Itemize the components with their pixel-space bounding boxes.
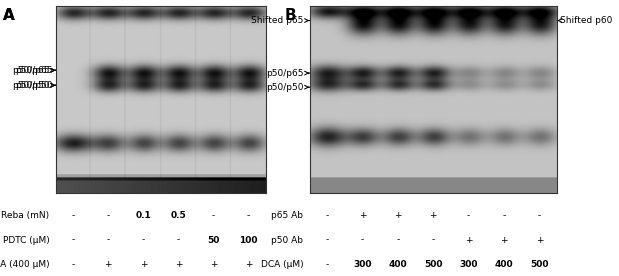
Text: Reba (mN): Reba (mN): [1, 211, 50, 220]
Text: 0.1: 0.1: [136, 211, 151, 220]
Text: -: -: [72, 211, 75, 220]
Text: 500: 500: [530, 261, 548, 269]
Text: p50/p50: p50/p50: [12, 81, 55, 90]
Text: B: B: [285, 8, 297, 23]
Text: p50/p65: p50/p65: [12, 66, 55, 75]
Text: -: -: [396, 236, 399, 245]
Text: -: -: [106, 211, 110, 220]
Text: Shifted p65: Shifted p65: [251, 16, 309, 25]
Text: -: -: [212, 211, 215, 220]
Text: 50: 50: [207, 236, 220, 245]
Text: -: -: [503, 211, 506, 220]
Text: +: +: [430, 211, 437, 220]
Text: -: -: [326, 211, 329, 220]
Text: -: -: [247, 211, 250, 220]
Text: +: +: [210, 261, 217, 269]
Text: 300: 300: [353, 261, 372, 269]
Text: +: +: [245, 261, 253, 269]
Text: 0.5: 0.5: [171, 211, 186, 220]
Text: -: -: [467, 211, 470, 220]
Text: DCA (400 μM): DCA (400 μM): [0, 261, 50, 269]
Text: +: +: [359, 211, 366, 220]
Text: +: +: [535, 236, 543, 245]
Text: 400: 400: [389, 261, 407, 269]
Text: p65 Ab: p65 Ab: [271, 211, 303, 220]
Text: -: -: [177, 236, 180, 245]
Text: -: -: [72, 261, 75, 269]
Text: -: -: [106, 236, 110, 245]
Text: +: +: [105, 261, 112, 269]
Text: PDTC (μM): PDTC (μM): [2, 236, 50, 245]
Text: 400: 400: [495, 261, 513, 269]
Text: A: A: [3, 8, 15, 23]
Text: p50 Ab: p50 Ab: [271, 236, 303, 245]
Text: p50/p65: p50/p65: [15, 66, 56, 75]
Text: -: -: [326, 261, 329, 269]
Text: -: -: [538, 211, 541, 220]
Text: Shifted p60: Shifted p60: [557, 16, 613, 25]
Text: +: +: [140, 261, 147, 269]
Text: 500: 500: [424, 261, 443, 269]
Text: p50/p50: p50/p50: [266, 83, 309, 92]
Text: +: +: [175, 261, 182, 269]
Text: -: -: [326, 236, 329, 245]
Text: A: A: [3, 8, 15, 23]
Text: -: -: [361, 236, 364, 245]
Text: p50/p50: p50/p50: [15, 81, 56, 90]
Text: p50/p65: p50/p65: [266, 68, 309, 78]
Text: 300: 300: [459, 261, 478, 269]
Text: +: +: [500, 236, 508, 245]
Text: -: -: [142, 236, 145, 245]
Text: 100: 100: [240, 236, 258, 245]
Text: -: -: [431, 236, 435, 245]
Text: -: -: [72, 236, 75, 245]
Text: +: +: [465, 236, 472, 245]
Text: +: +: [394, 211, 402, 220]
Text: DCA (μM): DCA (μM): [261, 261, 303, 269]
